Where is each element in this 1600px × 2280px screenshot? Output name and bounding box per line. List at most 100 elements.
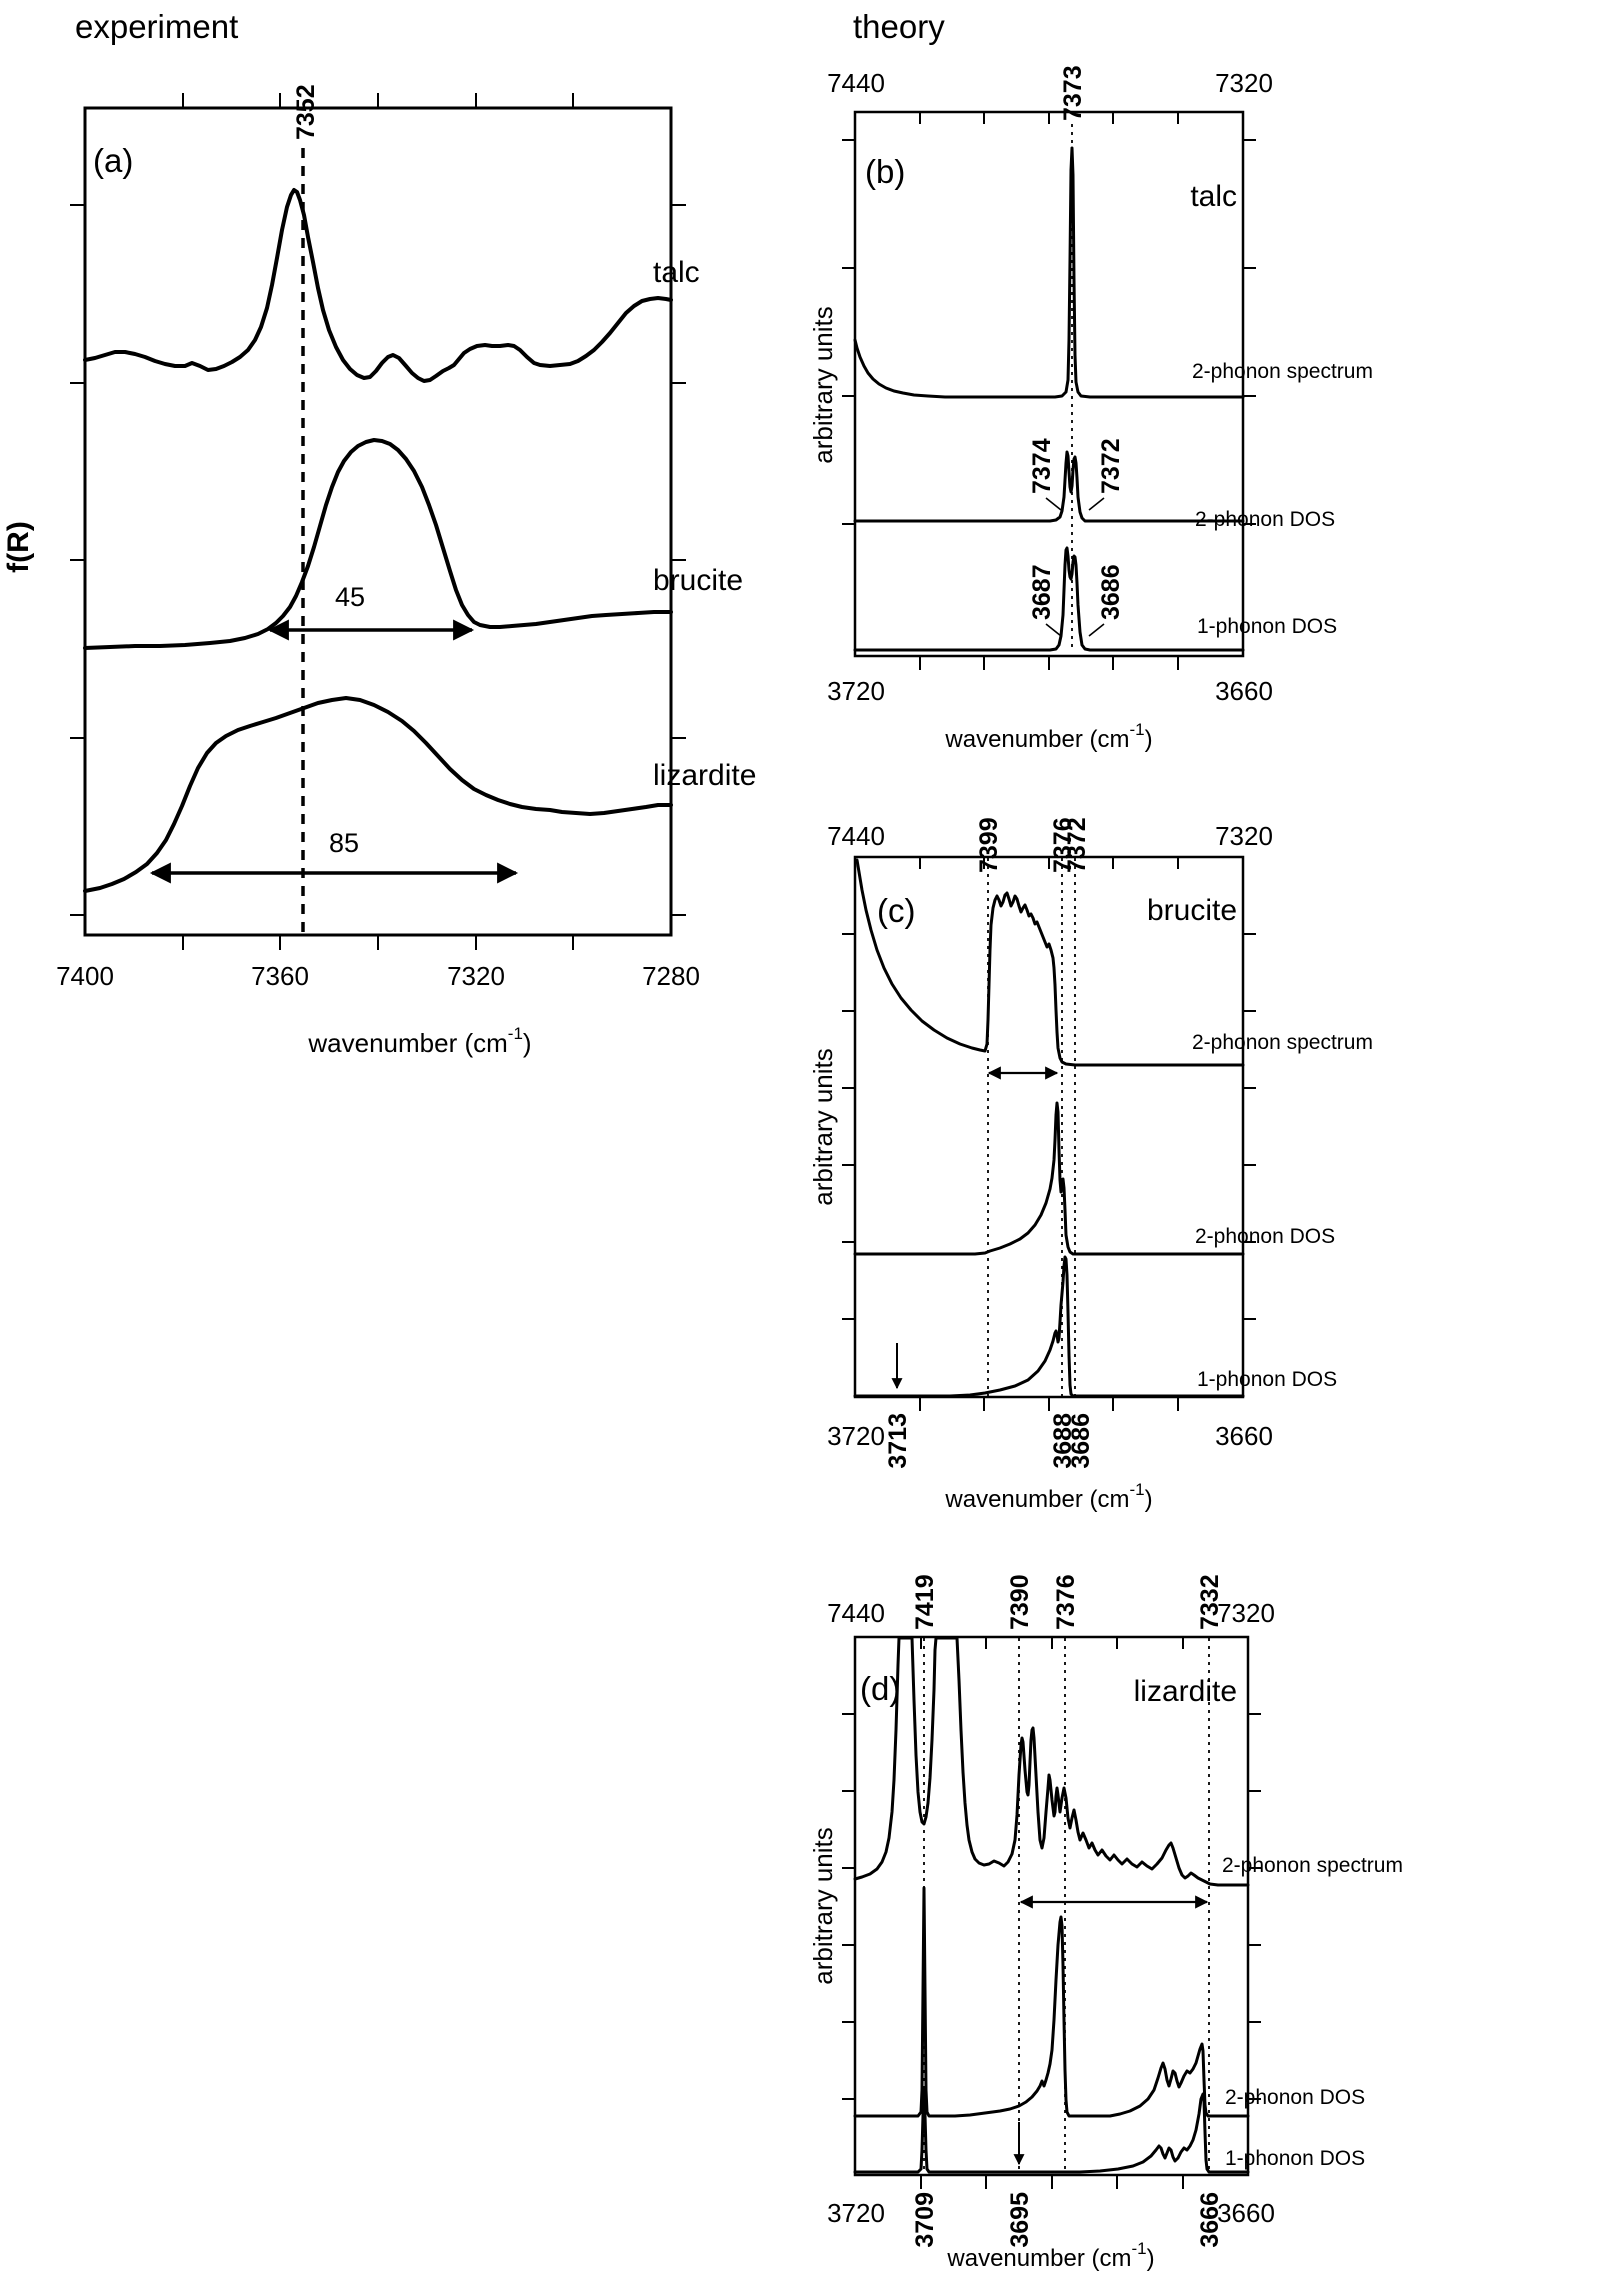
- panel-a-tag: (a): [93, 142, 133, 179]
- panel-b-right-ticks: [1243, 139, 1256, 525]
- panel-b-peak-7374: 7374: [1028, 438, 1056, 494]
- panel-d-top-tick-7440: 7440: [827, 1598, 885, 1628]
- panel-d-bottom-tick-3720: 3720: [827, 2198, 885, 2228]
- panel-a-ylabel: f(R): [2, 521, 35, 573]
- panel-d-dos1-label: 1-phonon DOS: [1225, 2147, 1365, 2170]
- panel-d-xaxis-label-close: ): [1147, 2245, 1155, 2272]
- panel-d-xaxis-label: wavenumber (cm-1): [946, 2239, 1154, 2272]
- panel-d-top-tick-7320: 7320: [1217, 1598, 1275, 1628]
- panel-a-xtick-7320: 7320: [447, 961, 505, 991]
- panel-a: 7352 45 85 (a) talc brucite lizardite f(…: [2, 84, 756, 1058]
- panel-b-3686-pointer: [1088, 623, 1105, 637]
- panel-b-1phonon-dos-curve: [853, 546, 1245, 652]
- panel-d-peak-7332: 7332: [1196, 1574, 1224, 1630]
- panel-d-ylabel: arbitrary units: [808, 1827, 838, 1985]
- panel-c-top-tick-7320: 7320: [1215, 821, 1273, 851]
- panel-d-peak-7376: 7376: [1052, 1574, 1080, 1630]
- panel-b-7372-pointer: [1088, 497, 1105, 511]
- panel-a-xtick-7360: 7360: [251, 961, 309, 991]
- panel-b-dos1-label: 1-phonon DOS: [1197, 615, 1337, 638]
- panel-c-2phonon-spectrum-curve: [855, 858, 1245, 1067]
- panel-d-right-ticks: [1248, 1713, 1261, 2100]
- panel-b-dos2-label: 2-phonon DOS: [1195, 508, 1335, 531]
- panel-d-2phonon-spectrum-curve: [853, 1636, 1250, 1887]
- panel-b-left-ticks: [842, 139, 855, 525]
- panel-b-bottom-tick-3720: 3720: [827, 676, 885, 706]
- panel-d-spectrum-label: 2-phonon spectrum: [1222, 1854, 1403, 1877]
- panel-b-peak-7372: 7372: [1097, 438, 1125, 494]
- lizardite-width-value: 85: [329, 828, 359, 858]
- panel-c-frame: [853, 855, 1245, 1399]
- panel-b-bottom-ticks: [919, 656, 1179, 670]
- panel-a-left-ticks: [70, 204, 85, 916]
- panel-d-left-ticks: [842, 1713, 855, 2100]
- panel-c-mark-3686: 3686: [1067, 1413, 1095, 1469]
- panel-b-peak-3687: 3687: [1028, 564, 1056, 620]
- panel-c-dos1-label: 1-phonon DOS: [1197, 1368, 1337, 1391]
- panel-b-2phonon-dos-curve: [853, 450, 1245, 523]
- panel-d-mark-3695: 3695: [1006, 2192, 1034, 2248]
- panel-b-top-ticks: [919, 112, 1179, 124]
- panel-c-dos2-label: 2-phonon DOS: [1195, 1225, 1335, 1248]
- panel-c-top-tick-7440: 7440: [827, 821, 885, 851]
- talc-label-a: talc: [653, 256, 700, 289]
- panel-c-peak-7376: 7376: [1049, 817, 1077, 873]
- panel-a-xaxis-label-main: wavenumber (cm: [307, 1028, 507, 1058]
- panel-b-2phonon-spectrum-curve: [853, 146, 1245, 399]
- panel-b-top-tick-7320: 7320: [1215, 68, 1273, 98]
- panel-c-bottom-tick-3720: 3720: [827, 1421, 885, 1451]
- theory-header: theory: [853, 8, 945, 45]
- panel-a-xaxis-label-sup: -1: [508, 1024, 523, 1043]
- panel-d-bottom-ticks: [920, 2175, 1184, 2189]
- panel-c-tag: (c): [877, 892, 915, 929]
- panel-b-ylabel: arbitrary units: [808, 306, 838, 464]
- panel-a-right-ticks: [671, 204, 686, 916]
- panel-b-peak-7373: 7373: [1059, 65, 1087, 121]
- panel-c-top-ticks: [919, 857, 1179, 869]
- panel-c-spectrum-label: 2-phonon spectrum: [1192, 1031, 1373, 1054]
- panel-c-xaxis-label: wavenumber (cm-1): [944, 1480, 1152, 1513]
- panel-c-ylabel: arbitrary units: [808, 1048, 838, 1206]
- brucite-label-a: brucite: [653, 564, 743, 597]
- panel-a-xtick-7280: 7280: [642, 961, 700, 991]
- brucite-spectrum-curve: [83, 438, 673, 650]
- panel-b-xaxis-label-main: wavenumber (cm: [944, 726, 1129, 753]
- panel-b-peak-3686: 3686: [1097, 564, 1125, 620]
- panel-b-7374-pointer: [1045, 497, 1062, 511]
- panel-b-xaxis-label-close: ): [1145, 726, 1153, 753]
- panel-c-peak-7372: 7372: [1063, 817, 1091, 873]
- panel-d-mineral: lizardite: [1134, 1675, 1237, 1708]
- panel-d: 7419 7390 7376 7332 3709 3695 3666 (d) l…: [808, 1574, 1403, 2272]
- panel-d-tag: (d): [860, 1670, 900, 1707]
- panel-a-bottom-ticks: [182, 935, 574, 950]
- panel-c-xaxis-label-close: ): [1145, 1486, 1153, 1513]
- panel-d-peak-7419: 7419: [911, 1574, 939, 1630]
- panel-c-xaxis-label-main: wavenumber (cm: [944, 1486, 1129, 1513]
- panel-c-peak-7399: 7399: [975, 817, 1003, 873]
- panel-d-dos2-label: 2-phonon DOS: [1225, 2086, 1365, 2109]
- panel-d-mark-3666: 3666: [1196, 2192, 1224, 2248]
- panel-d-2phonon-dos-curve: [853, 1886, 1250, 2118]
- panel-a-xaxis-label: wavenumber (cm-1): [307, 1024, 531, 1058]
- panel-d-xaxis-label-main: wavenumber (cm: [946, 2245, 1131, 2272]
- panel-b-top-tick-7440: 7440: [827, 68, 885, 98]
- panel-d-peak-7390: 7390: [1006, 1574, 1034, 1630]
- panel-d-bottom-tick-3660: 3660: [1217, 2198, 1275, 2228]
- panel-c-1phonon-dos-curve: [853, 1255, 1245, 1398]
- panel-d-top-ticks: [920, 1637, 1184, 1649]
- panel-d-xaxis-label-sup: -1: [1131, 2239, 1146, 2258]
- panel-c-right-ticks: [1243, 933, 1256, 1320]
- panel-d-mark-3709: 3709: [911, 2192, 939, 2248]
- panel-c-mineral: brucite: [1147, 894, 1237, 927]
- panel-b-bottom-tick-3660: 3660: [1215, 676, 1273, 706]
- panel-c-2phonon-dos-curve: [853, 1101, 1245, 1256]
- panel-b-xaxis-label-sup: -1: [1129, 720, 1144, 739]
- panel-c-bottom-tick-3660: 3660: [1215, 1421, 1273, 1451]
- panel-c-mark-3688: 3688: [1049, 1413, 1077, 1469]
- lizardite-spectrum-curve: [83, 696, 673, 893]
- panel-b-spectrum-label: 2-phonon spectrum: [1192, 360, 1373, 383]
- panel-b-tag: (b): [865, 153, 905, 190]
- panel-c: 7399 7376 7372 3713 3688 3686 (c) brucit…: [808, 817, 1373, 1513]
